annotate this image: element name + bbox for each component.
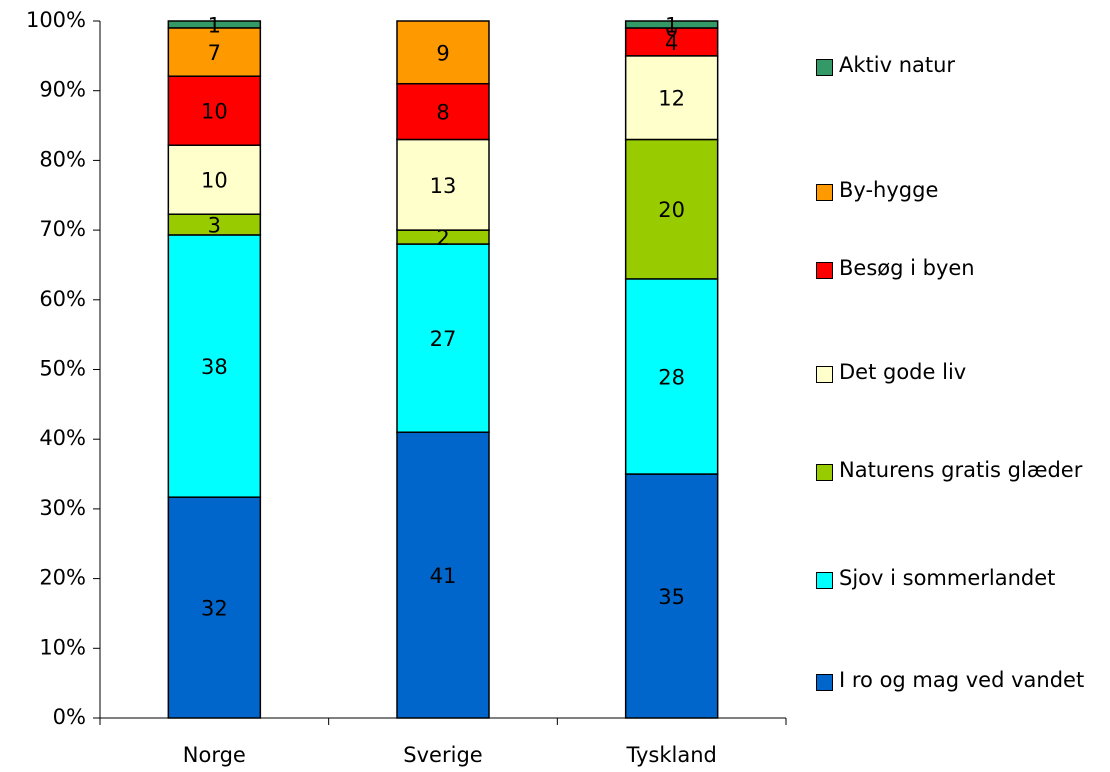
x-tick-label: Tyskland [625, 743, 716, 767]
y-tick-label: 40% [39, 426, 86, 450]
y-tick-label: 80% [39, 147, 86, 171]
legend-swatch [816, 262, 833, 279]
data-label: 38 [201, 355, 228, 379]
legend-label: Aktiv natur [839, 53, 956, 77]
data-label: 7 [208, 41, 221, 65]
data-label: 2 [436, 226, 449, 250]
legend-item: Aktiv natur [816, 53, 1096, 82]
legend-item: Sjov i sommerlandet [816, 566, 1096, 595]
data-label: 10 [201, 100, 228, 124]
data-label: 1 [208, 13, 221, 37]
legend-label: Det gode liv [839, 360, 967, 384]
legend-item: I ro og mag ved vandet [816, 668, 1096, 697]
y-tick-label: 90% [39, 78, 86, 102]
legend-item: Det gode liv [816, 360, 1096, 389]
bar-segment [396, 431, 490, 719]
bar-segment [167, 234, 262, 498]
bar-segment [624, 20, 719, 29]
data-label: 13 [430, 174, 457, 198]
x-tick-label: Norge [183, 743, 246, 767]
bar-segment [624, 473, 719, 719]
legend-item: By-hygge [816, 178, 1096, 207]
data-label: 4 [665, 31, 678, 55]
y-tick-label: 60% [39, 287, 86, 311]
data-label: 9 [436, 41, 449, 65]
bar-segment [167, 496, 262, 719]
y-tick-label: 30% [39, 496, 86, 520]
y-tick-label: 0% [53, 705, 86, 729]
bar-segment [396, 20, 490, 85]
x-tick-label: Sverige [403, 743, 482, 767]
data-label: 35 [658, 585, 685, 609]
data-label: 27 [430, 327, 457, 351]
data-label: 41 [430, 564, 457, 588]
legend-swatch [816, 366, 833, 383]
data-label: 3 [208, 214, 221, 238]
data-label: 32 [201, 597, 228, 621]
y-tick-label: 10% [39, 635, 86, 659]
legend-label: Sjov i sommerlandet [839, 566, 1056, 590]
legend-item: Naturens gratis glæder [816, 458, 1096, 487]
legend-item: Besøg i byen [816, 256, 1096, 285]
data-label: 20 [658, 198, 685, 222]
bar-segment [396, 138, 490, 231]
y-tick-label: 20% [39, 566, 86, 590]
bar-segment [624, 138, 719, 280]
y-tick-label: 50% [39, 357, 86, 381]
data-label: 12 [658, 87, 685, 111]
bar-segment [167, 20, 262, 29]
bar-segment [396, 82, 490, 141]
y-tick-label: 70% [39, 217, 86, 241]
legend-label: I ro og mag ved vandet [839, 668, 1085, 692]
data-label: 10 [201, 169, 228, 193]
legend-swatch [816, 59, 833, 76]
legend-label: By-hygge [839, 178, 939, 202]
data-label: 8 [436, 101, 449, 125]
legend-label: Besøg i byen [839, 256, 975, 280]
legend-swatch [816, 572, 833, 589]
data-label: 28 [658, 365, 685, 389]
legend-label: Naturens gratis glæder [839, 458, 1083, 482]
bar-segment [167, 75, 262, 146]
legend-swatch [816, 464, 833, 481]
data-label: 1 [665, 13, 678, 37]
legend-swatch [816, 184, 833, 201]
bar-segment [167, 27, 262, 77]
legend-swatch [816, 674, 833, 691]
y-tick-label: 100% [26, 8, 86, 32]
